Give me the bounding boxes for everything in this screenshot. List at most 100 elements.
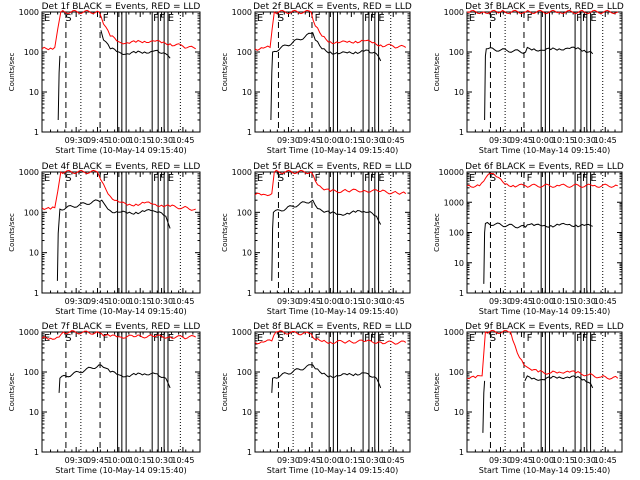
x-axis-label: Start Time (10-May-14 09:15:40) [267, 146, 398, 155]
series-lld-line [466, 172, 618, 188]
x-tick-label: 10:00 [107, 456, 130, 465]
marker-letter: F [159, 333, 165, 344]
panel-title: Det 5f BLACK = Events, RED = LLD [253, 162, 412, 172]
x-tick-label: 09:30 [277, 136, 300, 145]
marker-letter: E [44, 13, 50, 24]
y-tick-label: 1 [247, 128, 252, 137]
marker-letter: F [364, 13, 370, 24]
marker-letter: F [527, 173, 533, 184]
x-tick-label: 09:30 [277, 297, 300, 306]
x-axis-label: Start Time (10-May-14 09:15:40) [55, 466, 186, 475]
marker-letter: E [168, 333, 174, 344]
marker-letter: F [364, 333, 370, 344]
x-tick-label: 10:45 [594, 456, 617, 465]
panel-det-2: Det 2f BLACK = Events, RED = LLD 1 10 100 10… [221, 2, 412, 155]
x-tick-label: 10:45 [171, 297, 194, 306]
x-tick-label: 09:30 [65, 456, 88, 465]
x-tick-label: 09:45 [86, 297, 109, 306]
y-tick-label: 1000 [444, 8, 464, 17]
marker-letter: E [378, 173, 384, 184]
marker-letter: S [278, 173, 284, 184]
x-axis-label: Start Time (10-May-14 09:15:40) [479, 146, 610, 155]
x-tick-label: 10:30 [573, 136, 596, 145]
panel-title: Det 4f BLACK = Events, RED = LLD [42, 162, 201, 172]
series-events-line [56, 199, 171, 281]
series-lld-line [41, 330, 196, 340]
series-events-line [482, 380, 486, 433]
y-tick-label: 10 [242, 88, 252, 97]
x-tick-label: 10:00 [531, 456, 554, 465]
series-events-line [483, 221, 593, 284]
marker-letter: S [490, 173, 496, 184]
series-events-line [100, 30, 171, 59]
y-tick-label: 100 [24, 48, 39, 57]
panel-det-8: Det 8f BLACK = Events, RED = LLD 1 10 100 10… [221, 322, 412, 475]
x-tick-label: 10:15 [552, 456, 575, 465]
marker-letter: F [370, 333, 376, 344]
y-tick-label: 100 [24, 208, 39, 217]
y-tick-label: 1 [459, 289, 464, 298]
x-tick-label: 10:15 [340, 136, 363, 145]
series-events-line [270, 32, 382, 121]
y-tick-label: 100 [449, 229, 464, 238]
x-tick-label: 09:30 [489, 297, 512, 306]
marker-letter: F [576, 173, 582, 184]
marker-letter: F [103, 173, 109, 184]
marker-letter: E [469, 333, 475, 344]
marker-letter: S [278, 333, 284, 344]
x-tick-label: 10:30 [361, 297, 384, 306]
y-tick-label: 1 [247, 448, 252, 457]
x-axis-label: Start Time (10-May-14 09:15:40) [267, 466, 398, 475]
y-axis-label: Counts/sec [433, 53, 441, 92]
y-tick-label: 1 [34, 448, 39, 457]
x-tick-label: 10:30 [573, 456, 596, 465]
panel-title: Det 3f BLACK = Events, RED = LLD [465, 2, 624, 12]
x-tick-label: 10:00 [319, 136, 342, 145]
x-tick-label: 10:00 [107, 136, 130, 145]
marker-letter: F [103, 333, 109, 344]
y-tick-label: 1000 [19, 168, 39, 177]
y-axis-label: Counts/sec [433, 373, 441, 412]
marker-letter: S [65, 13, 71, 24]
plot-frame [41, 171, 201, 294]
marker-letter: F [582, 333, 588, 344]
x-tick-label: 09:45 [86, 456, 109, 465]
series-events-line [271, 364, 382, 393]
x-tick-label: 10:30 [361, 136, 384, 145]
marker-letter: E [590, 173, 596, 184]
y-tick-label: 1000 [19, 8, 39, 17]
series-lld-line [466, 329, 619, 380]
y-axis-label: Counts/sec [221, 373, 229, 412]
x-tick-label: 10:00 [319, 297, 342, 306]
x-tick-label: 10:15 [552, 297, 575, 306]
y-axis-label: Counts/sec [8, 53, 16, 92]
plot-frame [254, 171, 411, 294]
x-tick-label: 10:45 [594, 136, 617, 145]
x-tick-label: 10:00 [107, 297, 130, 306]
marker-letter: S [278, 13, 284, 24]
y-tick-label: 1 [34, 289, 39, 298]
marker-letter: F [370, 173, 376, 184]
marker-letter: E [257, 13, 263, 24]
x-tick-label: 09:30 [489, 136, 512, 145]
y-tick-label: 1 [459, 128, 464, 137]
marker-letter: E [378, 333, 384, 344]
x-axis-label: Start Time (10-May-14 09:15:40) [267, 307, 398, 316]
plot-frame [41, 11, 201, 133]
panel-det-1: Det 1f BLACK = Events, RED = LLD 1 10 100 10… [8, 2, 201, 155]
series-events-line [524, 375, 594, 389]
x-tick-label: 10:15 [129, 456, 152, 465]
series-lld-line [41, 9, 196, 51]
x-tick-label: 09:45 [510, 297, 533, 306]
y-tick-label: 1 [247, 289, 252, 298]
x-tick-label: 09:45 [298, 456, 321, 465]
marker-letter: E [257, 333, 263, 344]
y-axis-label: Counts/sec [433, 213, 441, 252]
marker-letter: F [582, 173, 588, 184]
marker-letter: F [315, 13, 321, 24]
x-axis-label: Start Time (10-May-14 09:15:40) [479, 307, 610, 316]
plot-frame [254, 11, 411, 133]
x-tick-label: 09:45 [298, 136, 321, 145]
panel-title: Det 6f BLACK = Events, RED = LLD [465, 162, 624, 172]
